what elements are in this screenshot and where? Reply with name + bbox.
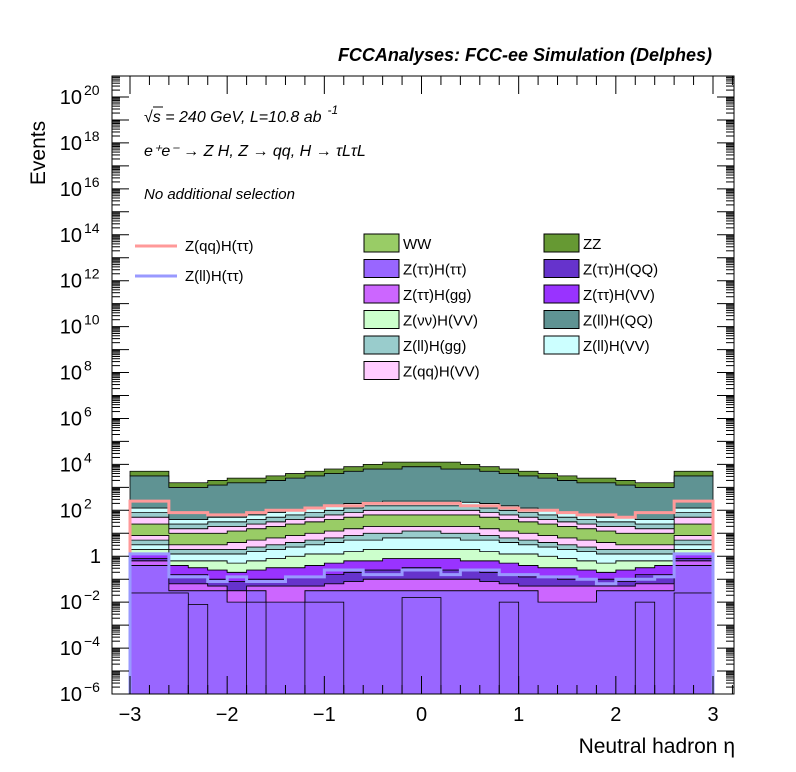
legend-box-swatch-col2 bbox=[543, 310, 580, 329]
spike-bar-0 bbox=[129, 592, 189, 695]
stack-layer-13-zz bbox=[129, 461, 714, 488]
y-tick-base: 1 bbox=[90, 546, 101, 568]
y-tick-exponent: 12 bbox=[84, 266, 100, 282]
legend-box-swatch-col1 bbox=[363, 361, 400, 380]
legend-box-swatch-col1 bbox=[363, 335, 400, 355]
stack-bars bbox=[129, 461, 714, 695]
y-tick-exponent: 2 bbox=[84, 495, 92, 511]
legend-box-label-col1: Z(ττ)H(ττ) bbox=[403, 262, 467, 279]
y-tick-base: 10 bbox=[60, 317, 82, 339]
y-tick-exponent: −2 bbox=[84, 587, 100, 603]
x-tick-label: −2 bbox=[216, 704, 239, 726]
selection-label: No additional selection bbox=[144, 186, 295, 203]
legend-line-label: Z(qq)H(ττ) bbox=[185, 238, 254, 255]
x-tick-label: −3 bbox=[119, 704, 142, 726]
x-axis-label: Neutral hadron η bbox=[579, 735, 735, 758]
y-tick-base: 10 bbox=[60, 225, 82, 247]
y-tick-label: 10 6 bbox=[60, 403, 92, 430]
y-tick-base: 10 bbox=[60, 363, 82, 385]
y-tick-base: 10 bbox=[60, 500, 82, 522]
legend-box-label-col1: Z(qq)H(VV) bbox=[403, 364, 480, 381]
energy-lumi-text: √s = 240 GeV, L=10.8 ab bbox=[144, 109, 322, 126]
y-tick-exponent: 10 bbox=[84, 312, 100, 328]
energy-lumi-label: √s = 240 GeV, L=10.8 ab -1 bbox=[144, 103, 338, 126]
legend-box-label-col2: Z(ττ)H(VV) bbox=[583, 287, 655, 304]
spike-bar-1 bbox=[187, 604, 209, 695]
legend-box-swatch-col2 bbox=[543, 284, 580, 304]
y-tick-exponent: 18 bbox=[84, 128, 100, 144]
x-tick-label: 1 bbox=[513, 704, 524, 726]
signal-line-0 bbox=[128, 499, 715, 694]
y-tick-exponent: 20 bbox=[84, 82, 100, 98]
y-tick-base: 10 bbox=[60, 638, 82, 660]
y-tick-base: 10 bbox=[60, 87, 82, 109]
legend-box-label-col1: WW bbox=[403, 236, 432, 253]
y-tick-exponent: 16 bbox=[84, 174, 100, 190]
y-tick-label: 10 4 bbox=[60, 449, 92, 476]
x-tick-label: 0 bbox=[416, 704, 427, 726]
spike-bar-7 bbox=[673, 592, 714, 695]
y-tick-label: 10 −4 bbox=[60, 633, 100, 660]
legend-box-label-col1: Z(ll)H(gg) bbox=[403, 338, 466, 355]
y-tick-exponent: 6 bbox=[84, 403, 92, 419]
signal-line-1 bbox=[128, 552, 715, 694]
legend-box-swatch-col2 bbox=[543, 335, 580, 355]
y-tick-label: 10 8 bbox=[60, 358, 92, 385]
legend-box-label-col2: Z(ll)H(VV) bbox=[583, 338, 650, 355]
legend-box-swatch-col2 bbox=[543, 233, 580, 253]
y-tick-exponent: 4 bbox=[84, 449, 92, 465]
y-tick-label: 10 18 bbox=[60, 128, 100, 155]
y-tick-label: 10 10 bbox=[60, 312, 100, 339]
legend-box-swatch-col1 bbox=[363, 259, 400, 278]
x-tick-label: 3 bbox=[707, 704, 718, 726]
legend-box-label-col2: ZZ bbox=[583, 236, 601, 253]
y-tick-base: 10 bbox=[60, 454, 82, 476]
y-tick-exponent: −6 bbox=[84, 679, 100, 695]
y-tick-label: 10 12 bbox=[60, 266, 100, 293]
legend-box-swatch-col1 bbox=[363, 233, 400, 253]
legend-box-swatch-col1 bbox=[363, 310, 400, 329]
y-tick-label: 1 bbox=[90, 546, 101, 568]
legend-box-swatch-col1 bbox=[363, 284, 400, 304]
y-tick-label: 10 14 bbox=[60, 220, 100, 247]
legend-box-label-col1: Z(νν)H(VV) bbox=[403, 313, 478, 330]
spike-bar-5 bbox=[498, 601, 520, 695]
y-axis-label: Events bbox=[27, 121, 50, 185]
y-tick-exponent: −4 bbox=[84, 633, 100, 649]
energy-lumi-exponent: -1 bbox=[328, 103, 339, 117]
y-tick-base: 10 bbox=[60, 592, 82, 614]
y-tick-label: 10 20 bbox=[60, 82, 100, 109]
legend-line-label: Z(ll)H(ττ) bbox=[185, 268, 244, 285]
y-tick-exponent: 14 bbox=[84, 220, 100, 236]
x-tick-label: 2 bbox=[610, 704, 621, 726]
chart-title: FCCAnalyses: FCC-ee Simulation (Delphes) bbox=[338, 45, 712, 65]
y-tick-label: 10 −6 bbox=[60, 679, 100, 706]
legend-box-label-col1: Z(ττ)H(gg) bbox=[403, 287, 472, 304]
y-tick-exponent: 8 bbox=[84, 358, 92, 374]
legend-box-label-col2: Z(ll)H(QQ) bbox=[583, 313, 653, 330]
y-tick-base: 10 bbox=[60, 684, 82, 706]
legend-box-swatch-col2 bbox=[543, 259, 580, 278]
process-label: e⁺e⁻ → Z H, Z → qq, H → τLτL bbox=[144, 143, 366, 160]
legend-box-label-col2: Z(ττ)H(QQ) bbox=[583, 262, 658, 279]
spike-bar-2 bbox=[246, 601, 267, 695]
spike-bar-6 bbox=[634, 601, 656, 695]
y-tick-label: 10 −2 bbox=[60, 587, 100, 614]
signal-lines bbox=[128, 499, 715, 694]
y-tick-base: 10 bbox=[60, 179, 82, 201]
y-tick-base: 10 bbox=[60, 408, 82, 430]
y-tick-label: 10 16 bbox=[60, 174, 100, 201]
x-tick-label: −1 bbox=[313, 704, 336, 726]
legend: Z(qq)H(ττ) Z(ll)H(ττ) WW Z(ττ)H(ττ) Z(ττ)H(g… bbox=[135, 233, 658, 381]
y-tick-label: 10 2 bbox=[60, 495, 92, 522]
y-tick-base: 10 bbox=[60, 133, 82, 155]
y-tick-base: 10 bbox=[60, 271, 82, 293]
